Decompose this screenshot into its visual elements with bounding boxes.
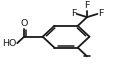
Text: F: F (98, 9, 103, 18)
Text: HO: HO (2, 39, 16, 48)
Text: F: F (71, 9, 76, 18)
Text: O: O (20, 19, 28, 28)
Text: F: F (84, 1, 90, 10)
